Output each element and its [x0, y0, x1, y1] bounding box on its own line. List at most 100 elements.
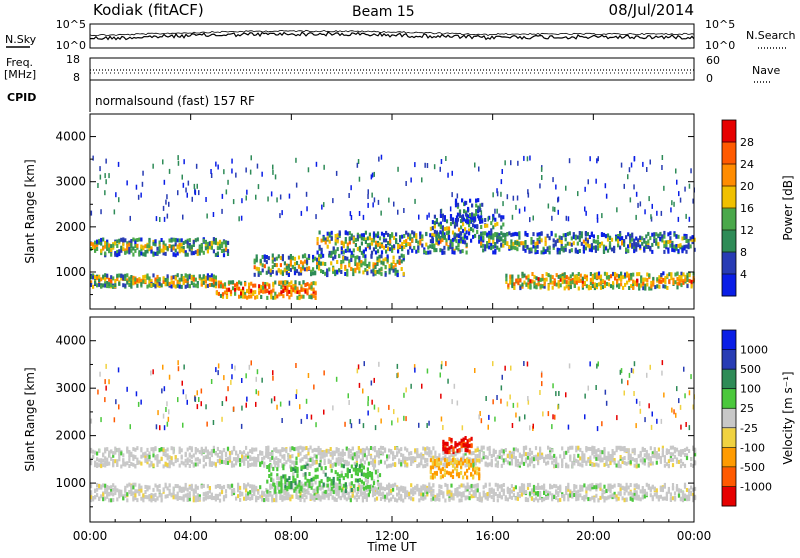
heatmap-cell: [380, 211, 382, 216]
heatmap-cell: [312, 449, 314, 453]
heatmap-cell: [166, 194, 168, 199]
heatmap-cell: [126, 180, 128, 185]
heatmap-cell: [650, 459, 652, 463]
heatmap-cell: [312, 457, 314, 461]
heatmap-cell: [194, 189, 196, 194]
heatmap-cell: [373, 247, 375, 251]
heatmap-cell: [497, 191, 499, 196]
heatmap-cell: [539, 232, 541, 236]
heatmap-cell: [132, 491, 134, 495]
heatmap-cell: [628, 456, 630, 460]
heatmap-cell: [148, 455, 150, 459]
heatmap-cell: [399, 244, 401, 248]
heatmap-cell: [653, 232, 655, 236]
heatmap-cell: [533, 498, 535, 502]
heatmap-cell: [644, 495, 646, 499]
heatmap-cell: [573, 454, 575, 458]
heatmap-cell: [689, 279, 691, 283]
heatmap-cell: [205, 246, 207, 250]
heatmap-cell: [644, 458, 646, 462]
heatmap-cell: [406, 493, 408, 497]
heatmap-cell: [287, 453, 289, 457]
heatmap-cell: [144, 244, 146, 248]
y-axis-label: Slant Range [km]: [23, 159, 37, 263]
heatmap-cell: [648, 273, 650, 277]
heatmap-cell: [513, 487, 515, 491]
heatmap-cell: [128, 247, 130, 251]
heatmap-cell: [520, 241, 522, 245]
heatmap-cell: [475, 488, 477, 492]
heatmap-cell: [502, 169, 504, 174]
heatmap-cell: [372, 173, 374, 178]
heatmap-cell: [412, 492, 414, 496]
heatmap-cell: [203, 251, 205, 255]
heatmap-cell: [263, 498, 265, 502]
heatmap-cell: [385, 257, 387, 261]
heatmap-cell: [541, 485, 543, 489]
heatmap-cell: [239, 450, 241, 454]
heatmap-cell: [350, 185, 352, 190]
heatmap-cell: [271, 495, 273, 499]
heatmap-cell: [552, 286, 554, 290]
heatmap-cell: [640, 497, 642, 501]
heatmap-cell: [593, 446, 595, 450]
heatmap-cell: [589, 248, 591, 252]
heatmap-cell: [335, 250, 337, 254]
heatmap-cell: [523, 462, 525, 466]
heatmap-cell: [348, 455, 350, 459]
heatmap-cell: [612, 449, 614, 453]
heatmap-cell: [195, 250, 197, 254]
heatmap-cell: [226, 295, 228, 299]
heatmap-cell: [511, 462, 513, 466]
heatmap-cell: [130, 484, 132, 488]
heatmap-cell: [231, 169, 233, 174]
heatmap-cell: [140, 447, 142, 451]
heatmap-cell: [415, 239, 417, 243]
heatmap-cell: [432, 220, 434, 224]
heatmap-cell: [175, 285, 177, 289]
heatmap-cell: [631, 163, 633, 168]
heatmap-cell: [98, 497, 100, 501]
heatmap-cell: [156, 459, 158, 463]
heatmap-cell: [557, 498, 559, 502]
heatmap-cell: [183, 241, 185, 245]
heatmap-cell: [651, 250, 653, 254]
heatmap-cell: [288, 283, 290, 287]
heatmap-cell: [487, 447, 489, 451]
heatmap-cell: [362, 270, 364, 274]
heatmap-cell: [267, 197, 269, 202]
heatmap-cell: [364, 262, 366, 266]
heatmap-cell: [245, 497, 247, 501]
heatmap-cell: [140, 252, 142, 256]
heatmap-cell: [279, 213, 281, 218]
heatmap-cell: [193, 277, 195, 281]
heatmap-cell: [267, 498, 269, 502]
heatmap-cell: [441, 159, 443, 164]
heatmap-cell: [374, 455, 376, 459]
heatmap-cell: [434, 451, 436, 455]
heatmap-cell: [207, 284, 209, 288]
heatmap-cell: [254, 265, 256, 269]
heatmap-cell: [378, 200, 380, 205]
heatmap-cell: [357, 247, 359, 251]
heatmap-cell: [521, 283, 523, 287]
heatmap-cell: [260, 259, 262, 263]
heatmap-cell: [658, 455, 660, 459]
heatmap-cell: [659, 237, 661, 241]
heatmap-cell: [378, 460, 380, 464]
heatmap-cell: [314, 460, 316, 464]
heatmap-cell: [617, 243, 619, 247]
heatmap-cell: [407, 242, 409, 246]
heatmap-cell: [596, 283, 598, 287]
heatmap-cell: [527, 189, 529, 194]
heatmap-cell: [685, 245, 687, 249]
heatmap-cell: [451, 192, 453, 197]
heatmap-cell: [286, 281, 288, 285]
heatmap-cell: [541, 238, 543, 242]
heatmap-cell: [332, 267, 334, 271]
heatmap-cell: [100, 175, 102, 180]
heatmap-cell: [96, 240, 98, 244]
heatmap-cell: [156, 485, 158, 489]
heatmap-cell: [126, 484, 128, 488]
heatmap-cell: [132, 253, 134, 257]
